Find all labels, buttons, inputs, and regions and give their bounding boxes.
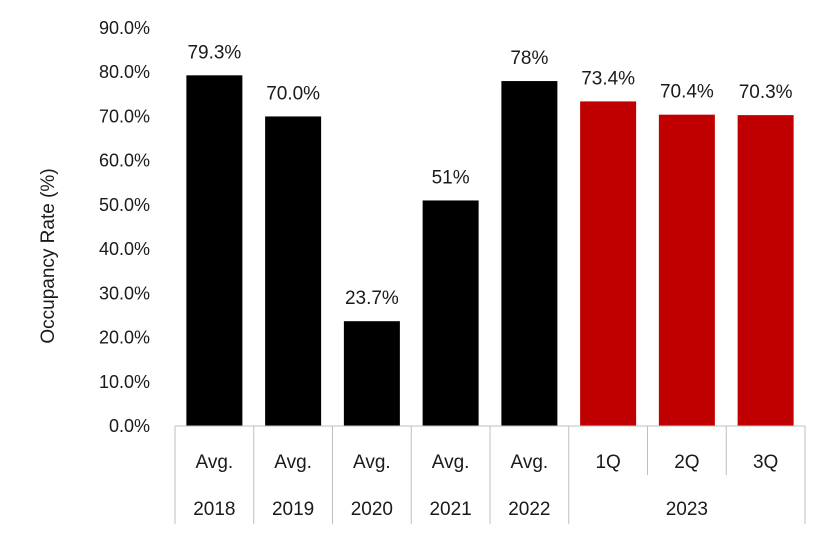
bar [422,200,479,426]
category-year-label: 2021 [429,499,471,520]
data-label: 70.0% [266,83,320,104]
y-tick-label: 70.0% [99,106,150,126]
category-label: Avg. [196,452,234,473]
data-label: 23.7% [345,288,399,309]
y-tick-label: 60.0% [99,151,150,171]
data-labels: 79.3% 70.0% 23.7% 51% 78% 73.4% 70.4% 70.3% [187,42,792,309]
category-label: Avg. [432,452,470,473]
data-label: 70.4% [660,82,714,103]
bar [658,114,715,427]
y-tick-label: 0.0% [109,416,150,436]
bars [186,75,794,427]
category-label: Avg. [511,452,549,473]
category-year-label: 2019 [272,499,314,520]
category-year-label: 2020 [351,499,393,520]
data-label: 78% [510,48,548,69]
data-label: 79.3% [187,42,241,63]
bar [580,101,637,427]
y-tick-label: 90.0% [99,18,150,38]
category-label: 1Q [595,452,620,473]
data-label: 70.3% [739,82,793,103]
y-tick-label: 10.0% [99,372,150,392]
y-tick-label: 40.0% [99,239,150,259]
category-year-label: 2018 [193,499,235,520]
bar [343,321,400,426]
y-tick-label: 20.0% [99,328,150,348]
category-label: Avg. [353,452,391,473]
y-tick-label: 50.0% [99,195,150,215]
y-tick-label: 30.0% [99,283,150,303]
category-label: Avg. [274,452,312,473]
group-year-label: 2023 [666,499,708,520]
y-axis-label: Occupancy Rate (%) [38,168,59,343]
category-label: 3Q [753,452,778,473]
bar [501,81,558,427]
data-label: 73.4% [581,68,635,89]
bar [737,115,794,427]
x-axis: Avg. 2018 Avg. 2019 Avg. 2020 Avg. 2021 Avg. 2022… [174,425,806,524]
category-label: 2Q [674,452,699,473]
bar [186,75,243,426]
bar [265,116,322,426]
y-tick-label: 80.0% [99,62,150,82]
y-axis-ticks: 0.0% 10.0% 20.0% 30.0% 40.0% 50.0% 60.0% 70.0% 8… [99,18,150,436]
data-label: 51% [432,167,470,188]
category-year-label: 2022 [508,499,550,520]
